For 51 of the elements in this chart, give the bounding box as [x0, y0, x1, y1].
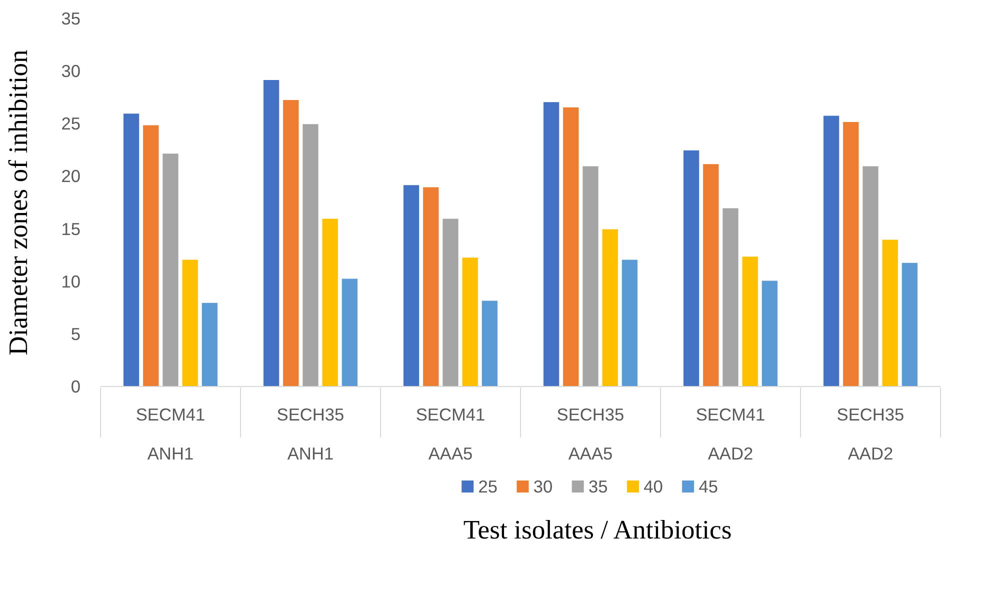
bar [702, 163, 720, 386]
bar [760, 280, 779, 386]
bar [900, 262, 919, 386]
bar [741, 256, 759, 386]
bar [862, 165, 880, 386]
category-label: SECM41 AAA5 [416, 404, 486, 464]
bar [842, 121, 860, 386]
bar [542, 101, 560, 386]
bar [200, 302, 219, 386]
bar [480, 300, 499, 386]
legend-label: 35 [588, 476, 608, 496]
bar [142, 124, 160, 386]
bar [722, 207, 740, 386]
bar [601, 228, 619, 386]
bar [582, 165, 600, 386]
bar [402, 184, 420, 386]
bar [181, 258, 199, 386]
bar [282, 98, 300, 386]
category-label: SECH35 AAA5 [556, 404, 624, 464]
bar [122, 112, 140, 386]
y-tick-label: 10 [61, 271, 81, 292]
y-tick-label: 20 [61, 166, 81, 186]
bar [162, 152, 180, 386]
y-tick-label: 25 [61, 114, 81, 134]
bar [340, 278, 359, 386]
y-tick-label: 0 [70, 376, 81, 396]
legend-label: 25 [478, 476, 498, 496]
y-axis-title: Diameter zones of inhibition [3, 50, 34, 356]
y-tick-label: 30 [61, 61, 81, 82]
bar [422, 186, 440, 386]
y-tick-label: 5 [70, 324, 81, 344]
bar [262, 78, 280, 386]
legend-label: 45 [698, 476, 718, 496]
legend-label: 40 [644, 476, 663, 496]
bar [682, 149, 700, 386]
x-axis-title: Test isolates / Antibiotics [463, 514, 732, 544]
category-label: SECH35 AAD2 [836, 404, 904, 464]
bar [461, 256, 479, 386]
category-label: SECM41 AAD2 [696, 404, 766, 464]
y-tick-label: 35 [61, 8, 81, 28]
category-label: SECH35 ANH1 [276, 404, 344, 464]
bar [321, 218, 339, 386]
y-tick-label: 15 [61, 218, 81, 239]
bar [442, 218, 460, 386]
bar [822, 114, 840, 386]
bar [881, 238, 899, 386]
category-label: SECM41 ANH1 [136, 404, 206, 464]
bar [562, 106, 580, 386]
legend-label: 30 [533, 476, 553, 496]
bar [302, 123, 320, 386]
bar [620, 258, 639, 386]
